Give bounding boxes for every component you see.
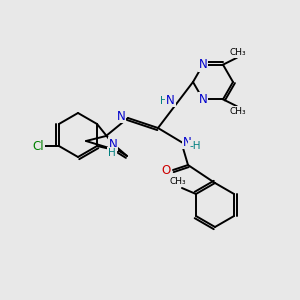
- Text: Cl: Cl: [32, 140, 44, 152]
- Text: CH₃: CH₃: [230, 48, 246, 57]
- Text: -H: -H: [189, 141, 201, 151]
- Text: H: H: [160, 96, 167, 106]
- Text: N: N: [199, 58, 207, 71]
- Text: N: N: [199, 93, 207, 106]
- Text: CH₃: CH₃: [230, 107, 246, 116]
- Text: H: H: [108, 148, 116, 158]
- Text: CH₃: CH₃: [169, 178, 186, 187]
- Text: N: N: [166, 94, 175, 106]
- Text: N: N: [183, 136, 191, 148]
- Text: N: N: [117, 110, 125, 122]
- Text: O: O: [161, 164, 171, 176]
- Text: N: N: [109, 137, 117, 151]
